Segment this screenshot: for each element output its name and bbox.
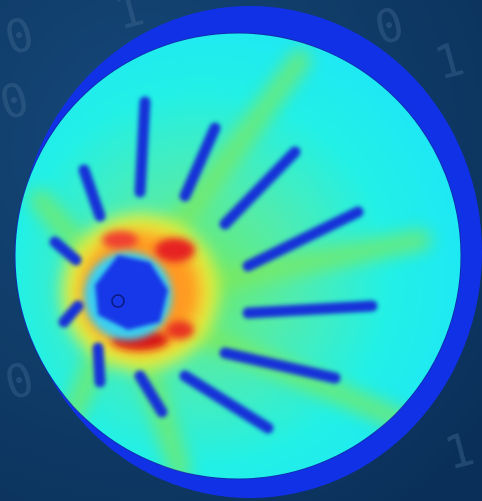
field-pattern	[29, 49, 431, 479]
